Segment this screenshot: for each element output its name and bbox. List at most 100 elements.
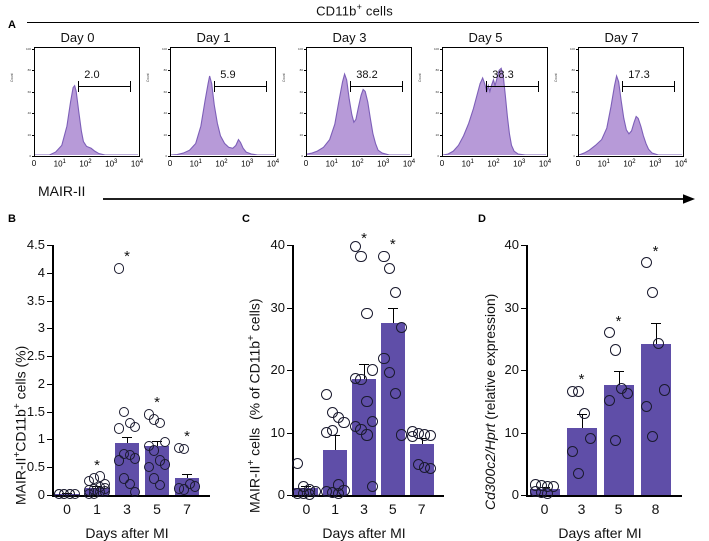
data-point bbox=[621, 388, 633, 400]
gate-cap-right bbox=[129, 80, 131, 92]
data-point bbox=[390, 387, 402, 399]
data-point bbox=[179, 443, 190, 455]
data-point bbox=[584, 433, 596, 445]
panel-a: A CD11b+ cells Day 0 Count 100 80 60 40 20 0 2.0… bbox=[0, 0, 709, 205]
y-tick-label: 1.5 bbox=[26, 403, 45, 419]
panel-a-x-axis-arrow bbox=[103, 191, 695, 204]
data-point bbox=[547, 481, 559, 493]
flow-x-tick-label: 102 bbox=[623, 159, 636, 169]
data-point bbox=[367, 480, 379, 492]
flow-y-tick-mark bbox=[167, 134, 170, 136]
data-point bbox=[113, 263, 124, 274]
y-tick-label: 2.5 bbox=[26, 348, 45, 364]
flow-x-tick-label: 104 bbox=[674, 159, 688, 169]
gate-cap-left bbox=[622, 80, 624, 92]
flow-y-tick-label: 20 bbox=[27, 132, 31, 137]
y-tick-mark bbox=[521, 370, 526, 371]
flow-y-tick-label: 80 bbox=[163, 68, 167, 73]
data-point bbox=[407, 430, 419, 442]
flow-x-tick-label: 103 bbox=[377, 159, 390, 169]
data-point bbox=[189, 481, 201, 492]
flow-x-tick-label: 101 bbox=[189, 159, 202, 169]
flow-y-tick-label: 20 bbox=[571, 132, 575, 137]
data-point bbox=[154, 479, 165, 491]
y-tick-label: 20 bbox=[504, 362, 519, 377]
data-point bbox=[159, 459, 171, 470]
data-point bbox=[143, 462, 154, 473]
error-bar bbox=[335, 435, 337, 450]
flow-plot-box bbox=[578, 47, 684, 157]
x-tick-label: 0 bbox=[63, 501, 71, 517]
flow-y-tick-mark bbox=[303, 70, 306, 72]
y-tick-label: 4.5 bbox=[26, 237, 45, 252]
panel-d: D 0 10 20 30 40 Cd300c2/Hprt (relative express… bbox=[470, 205, 709, 541]
data-point bbox=[326, 425, 338, 437]
flow-y-tick-label: 0 bbox=[301, 154, 303, 158]
panel-a-x-axis-label: MAIR-II bbox=[38, 183, 86, 199]
flow-y-tick-mark bbox=[575, 91, 578, 93]
gate-cap-left bbox=[486, 80, 488, 92]
significance-marker: * bbox=[154, 394, 160, 412]
flow-y-tick-label: 20 bbox=[299, 132, 303, 137]
gate-cap-left bbox=[350, 80, 352, 92]
panel-a-title-tail: cells bbox=[362, 3, 393, 19]
histogram-trace bbox=[443, 67, 546, 155]
x-tick-label: 5 bbox=[614, 501, 623, 517]
data-point bbox=[159, 437, 171, 448]
flow-y-tick-label: 60 bbox=[299, 89, 303, 94]
y-tick-mark bbox=[287, 245, 292, 246]
flow-x-tick-label: 104 bbox=[266, 159, 280, 169]
flow-plot-box bbox=[34, 47, 140, 157]
flow-y-tick-label: 60 bbox=[27, 89, 31, 94]
x-tick-label: 1 bbox=[331, 501, 340, 517]
panel-a-header-rule bbox=[27, 22, 699, 23]
flow-y-tick-mark bbox=[575, 113, 578, 115]
flow-y-tick-mark bbox=[167, 91, 170, 93]
flow-y-tick-label: 100 bbox=[433, 47, 439, 51]
flow-y-tick-label: 100 bbox=[569, 47, 575, 51]
flow-plot-title: Day 3 bbox=[332, 30, 367, 45]
flow-x-tick-label: 102 bbox=[215, 159, 228, 169]
x-axis-title: Days after MI bbox=[85, 525, 169, 541]
data-point bbox=[658, 384, 670, 396]
gate-cap-right bbox=[537, 80, 539, 92]
flow-y-tick-label: 60 bbox=[163, 89, 167, 94]
panel-a-title: CD11b+ cells bbox=[0, 2, 709, 18]
flow-plot-box bbox=[306, 47, 412, 157]
flow-plot-title: Day 7 bbox=[604, 30, 639, 45]
y-tick-mark bbox=[287, 307, 292, 309]
panel-a-title-sup: + bbox=[356, 2, 363, 12]
y-tick-label: 20 bbox=[270, 362, 285, 377]
y-axis-line bbox=[52, 245, 54, 495]
gate-cap-left bbox=[78, 80, 80, 92]
y-tick-label: 30 bbox=[504, 299, 519, 315]
flow-y-tick-label: 100 bbox=[25, 47, 31, 51]
data-point bbox=[320, 388, 332, 400]
data-point bbox=[641, 256, 653, 269]
flow-x-tick-label: 104 bbox=[402, 159, 416, 169]
flow-x-tick-label: 103 bbox=[241, 159, 254, 169]
data-point bbox=[94, 471, 105, 482]
gate-cap-left bbox=[214, 80, 216, 92]
data-point bbox=[291, 458, 304, 470]
data-point bbox=[641, 400, 653, 412]
panel-b-letter: B bbox=[8, 213, 16, 225]
x-tick-label: 3 bbox=[123, 501, 131, 517]
flow-plot-box bbox=[170, 47, 276, 157]
y-tick-mark bbox=[287, 495, 292, 496]
flow-x-tick-label: 0 bbox=[31, 159, 37, 168]
data-point bbox=[179, 484, 190, 495]
y-tick-mark bbox=[47, 356, 52, 358]
y-tick-mark bbox=[47, 272, 52, 274]
error-bar bbox=[392, 308, 394, 323]
panel-a-letter: A bbox=[8, 19, 16, 31]
y-tick-label: 1 bbox=[37, 431, 45, 447]
flow-y-tick-label: 0 bbox=[29, 154, 31, 158]
histogram-trace bbox=[579, 74, 682, 155]
data-point bbox=[149, 445, 160, 456]
data-point bbox=[64, 488, 75, 500]
significance-marker: * bbox=[361, 230, 367, 247]
panel-d-letter: D bbox=[478, 213, 486, 225]
flow-x-tick-label: 0 bbox=[303, 159, 309, 168]
